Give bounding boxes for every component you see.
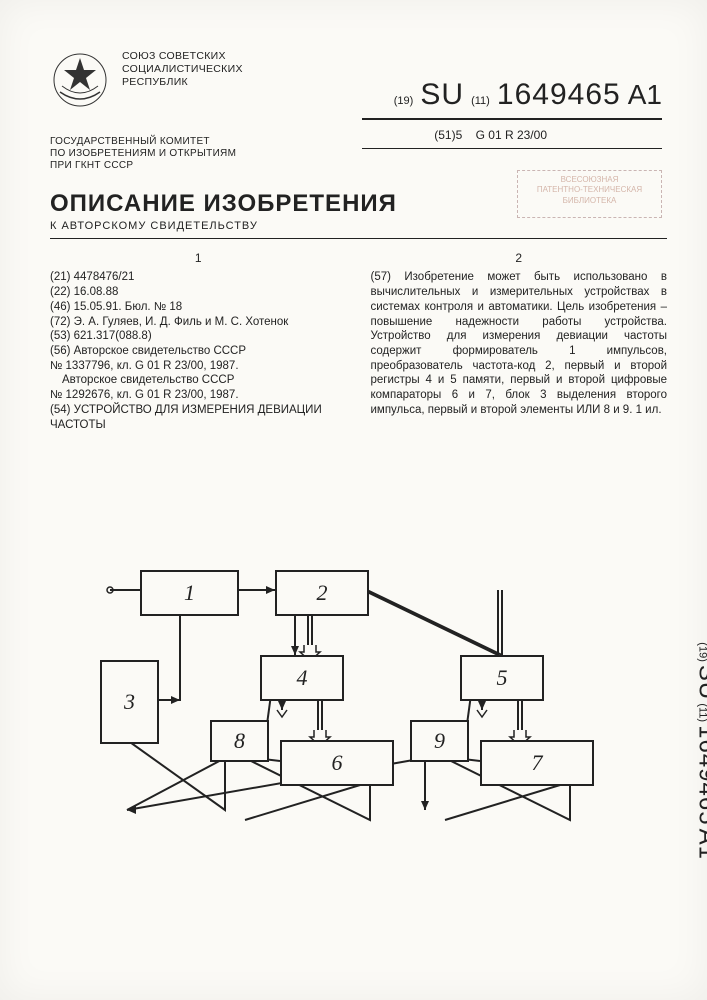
side-publication-number: (19) SU (11) 1649465 A1 <box>693 642 707 860</box>
org-name: СОЮЗ СОВЕТСКИХ СОЦИАЛИСТИЧЕСКИХ РЕСПУБЛИ… <box>122 50 243 89</box>
block-diagram: 12 3 4 5 8 96 7 <box>80 560 610 840</box>
biblio-line: (22) 16.08.88 <box>50 285 347 300</box>
col-number: 1 <box>50 251 347 266</box>
biblio-line: (56) Авторское свидетельство СССР <box>50 344 347 359</box>
invention-title: (54) УСТРОЙСТВО ДЛЯ ИЗМЕРЕНИЯ ДЕВИАЦИИ Ч… <box>50 403 347 432</box>
diagram-node-7: 7 <box>480 740 594 786</box>
diagram-node-5: 5 <box>460 655 544 701</box>
biblio-line: (21) 4478476/21 <box>50 270 347 285</box>
side-country: SU <box>694 665 707 700</box>
pub-num: 1649465 <box>497 78 621 111</box>
biblio-line: (72) Э. А. Гуляев, И. Д. Филь и М. С. Хо… <box>50 315 347 330</box>
side-mid: (11) <box>697 703 707 722</box>
ussr-emblem-icon <box>50 50 110 110</box>
column-1: 1 (21) 4478476/21 (22) 16.08.88 (46) 15.… <box>50 251 347 432</box>
publication-number: (19) SU (11) 1649465 A1 <box>394 78 662 112</box>
org-line: СОЦИАЛИСТИЧЕСКИХ <box>122 63 243 76</box>
biblio-line: № 1337796, кл. G 01 R 23/00, 1987. <box>50 359 347 374</box>
diagram-node-4: 4 <box>260 655 344 701</box>
divider <box>50 238 667 239</box>
diagram-node-9: 9 <box>410 720 469 762</box>
side-number: 1649465 <box>694 725 707 825</box>
side-prefix: (19) <box>697 642 707 662</box>
diagram-node-8: 8 <box>210 720 269 762</box>
org-line: СОЮЗ СОВЕТСКИХ <box>122 50 243 63</box>
ipc-classification: (51)5 G 01 R 23/00 <box>434 128 547 142</box>
stamp-line: ПАТЕНТНО-ТЕХНИЧЕСКАЯ <box>520 185 659 195</box>
pub-kind: A1 <box>628 79 662 110</box>
pub-country: SU <box>420 78 464 111</box>
ipc-code: G 01 R 23/00 <box>476 128 547 142</box>
diagram-node-2: 2 <box>275 570 369 616</box>
org-line: РЕСПУБЛИК <box>122 76 243 89</box>
committee-line: ГОСУДАРСТВЕННЫЙ КОМИТЕТ <box>50 136 667 148</box>
divider <box>362 148 662 149</box>
stamp-line: БИБЛИОТЕКА <box>520 196 659 206</box>
text-columns: 1 (21) 4478476/21 (22) 16.08.88 (46) 15.… <box>50 251 667 432</box>
col-number: 2 <box>371 251 668 266</box>
column-2: 2 (57) Изобретение может быть использова… <box>371 251 668 432</box>
diagram-node-3: 3 <box>100 660 159 744</box>
divider <box>362 118 662 120</box>
diagram-node-6: 6 <box>280 740 394 786</box>
document-subtitle: К АВТОРСКОМУ СВИДЕТЕЛЬСТВУ <box>50 220 667 232</box>
diagram-node-1: 1 <box>140 570 239 616</box>
pub-prefix: (19) <box>394 95 414 107</box>
biblio-line: (46) 15.05.91. Бюл. № 18 <box>50 300 347 315</box>
stamp-line: ВСЕСОЮЗНАЯ <box>520 175 659 185</box>
abstract-text: (57) Изобретение может быть использовано… <box>371 270 668 417</box>
patent-page: СОЮЗ СОВЕТСКИХ СОЦИАЛИСТИЧЕСКИХ РЕСПУБЛИ… <box>0 0 707 1000</box>
pub-mid: (11) <box>471 95 490 107</box>
committee-name: ГОСУДАРСТВЕННЫЙ КОМИТЕТ ПО ИЗОБРЕТЕНИЯМ … <box>50 136 667 172</box>
biblio-line: (53) 621.317(088.8) <box>50 329 347 344</box>
library-stamp: ВСЕСОЮЗНАЯ ПАТЕНТНО-ТЕХНИЧЕСКАЯ БИБЛИОТЕ… <box>517 170 662 218</box>
side-kind: A1 <box>694 829 707 860</box>
biblio-line: № 1292676, кл. G 01 R 23/00, 1987. <box>50 388 347 403</box>
committee-line: ПО ИЗОБРЕТЕНИЯМ И ОТКРЫТИЯМ <box>50 148 667 160</box>
ipc-prefix: (51)5 <box>434 128 462 142</box>
biblio-line: Авторское свидетельство СССР <box>50 373 347 388</box>
